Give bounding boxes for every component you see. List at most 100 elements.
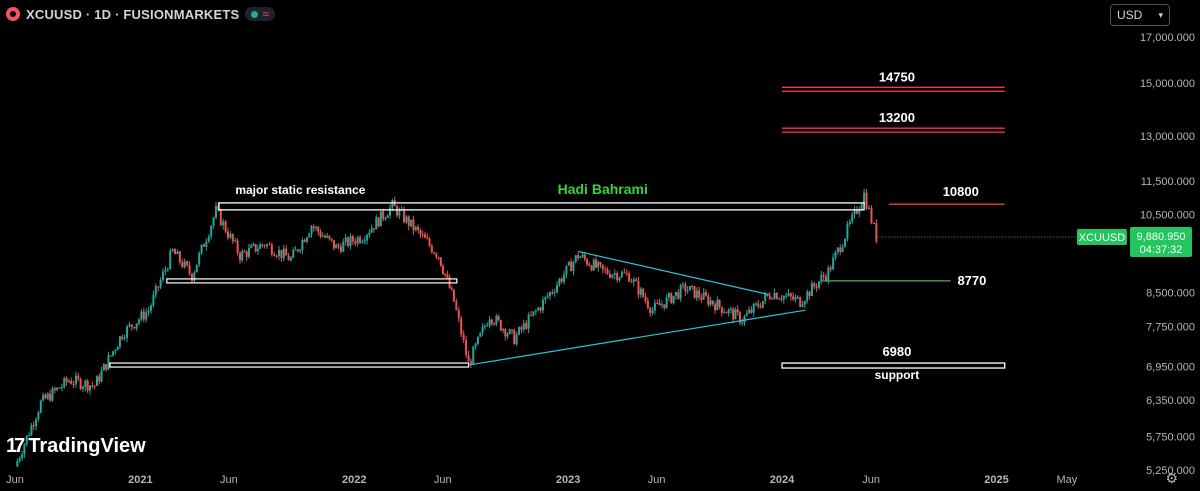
candle-body <box>442 266 445 274</box>
candle-body <box>410 219 413 227</box>
candle-body <box>379 211 382 227</box>
tradingview-logo[interactable]: 17 TradingView <box>6 435 146 458</box>
candle-body <box>653 303 656 311</box>
x-tick-label: 2022 <box>342 474 366 486</box>
candle-body <box>389 207 392 216</box>
candle-body <box>433 252 436 254</box>
candle-body <box>210 225 213 237</box>
candle-body <box>623 272 626 274</box>
bar-countdown: 04:37:32 <box>1140 244 1183 256</box>
candle-body <box>77 375 80 379</box>
candle-body <box>347 237 350 246</box>
candle-body <box>757 303 760 307</box>
candle-body <box>419 229 422 235</box>
candle-body <box>446 274 449 278</box>
symbol-tag[interactable] <box>1077 228 1127 245</box>
candle-body <box>138 319 141 324</box>
candle-body <box>462 334 465 340</box>
candle-body <box>289 257 292 261</box>
candle-body <box>490 319 493 324</box>
candle-body <box>243 251 246 253</box>
candle-body <box>469 361 472 364</box>
candle-body <box>171 249 174 252</box>
candle-body <box>750 309 753 313</box>
candle-body <box>663 304 666 308</box>
candle-body <box>46 393 49 399</box>
candle-body <box>656 303 659 305</box>
candle-body <box>53 388 56 391</box>
candle-body <box>858 209 861 214</box>
candle-body <box>773 292 776 299</box>
y-tick-label: 15,000.000 <box>1140 78 1195 90</box>
candle-body <box>532 311 535 316</box>
candle-body <box>577 255 580 259</box>
currency-value: USD <box>1117 8 1143 22</box>
candle-body <box>549 292 551 297</box>
candle-body <box>254 244 257 252</box>
market-status-pill[interactable]: ≈ <box>245 7 276 21</box>
candle-body <box>541 299 544 311</box>
candle-body <box>312 226 315 228</box>
candle-body <box>865 192 868 209</box>
candle-body <box>133 326 136 329</box>
candle-body <box>709 300 712 305</box>
currency-select[interactable]: USD ▾ <box>1110 4 1170 26</box>
trendline[interactable] <box>577 250 770 296</box>
support-zone-6980[interactable] <box>781 362 1006 369</box>
x-tick-label: Jun <box>862 474 880 486</box>
candle-body <box>278 250 281 257</box>
candle-body <box>430 245 433 253</box>
candle-body <box>601 264 604 270</box>
candle-body <box>732 308 735 320</box>
symbol-header[interactable]: XCUUSD · 1D · FUSIONMARKETS ≈ <box>0 0 276 28</box>
candle-body <box>147 310 150 313</box>
candle-body <box>704 292 707 296</box>
candle-body <box>396 206 399 216</box>
candle-body <box>280 250 283 258</box>
tradingview-mark-icon: 17 <box>6 435 25 457</box>
candle-body <box>421 234 424 236</box>
candle-body <box>479 332 482 337</box>
candle-body <box>282 248 285 258</box>
candle-body <box>275 255 278 257</box>
candle-body <box>778 298 781 300</box>
candle-body <box>16 460 19 467</box>
candle-body <box>476 336 479 344</box>
symbol-title[interactable]: XCUUSD · 1D · FUSIONMARKETS <box>26 6 240 22</box>
candle-body <box>386 215 389 218</box>
candle-body <box>651 310 654 313</box>
candle-body <box>827 267 830 281</box>
candle-body <box>539 307 542 311</box>
candle-body <box>152 294 155 306</box>
candle-body <box>349 236 352 246</box>
candle-body <box>428 238 431 246</box>
candle-body <box>844 238 847 247</box>
candle-body <box>296 249 299 252</box>
candle-body <box>579 256 582 259</box>
candle-body <box>444 273 447 275</box>
candle-body <box>525 323 528 329</box>
resistance-label-10800: 10800 <box>943 184 979 199</box>
candle-body <box>256 248 259 252</box>
candle-body <box>853 209 856 215</box>
candle-body <box>486 325 489 327</box>
major-resistance-zone[interactable] <box>218 202 865 211</box>
current-price-tag[interactable] <box>1130 226 1192 257</box>
gear-icon[interactable]: ⚙ <box>1165 470 1178 486</box>
candle-body <box>287 255 290 261</box>
candle-body <box>247 247 250 257</box>
candle-body <box>691 286 694 288</box>
candle-body <box>366 234 369 241</box>
candle-body <box>628 273 631 282</box>
candle-body <box>679 285 682 299</box>
candle-body <box>30 425 33 436</box>
candle-body <box>301 239 304 250</box>
candle-body <box>135 323 138 329</box>
support-box-upper[interactable] <box>166 278 458 284</box>
trendline[interactable] <box>468 309 806 366</box>
x-tick-label: Jun <box>648 474 666 486</box>
candle-body <box>105 364 108 370</box>
y-tick-label: 6,950.000 <box>1146 362 1195 374</box>
candle-body <box>583 254 586 260</box>
